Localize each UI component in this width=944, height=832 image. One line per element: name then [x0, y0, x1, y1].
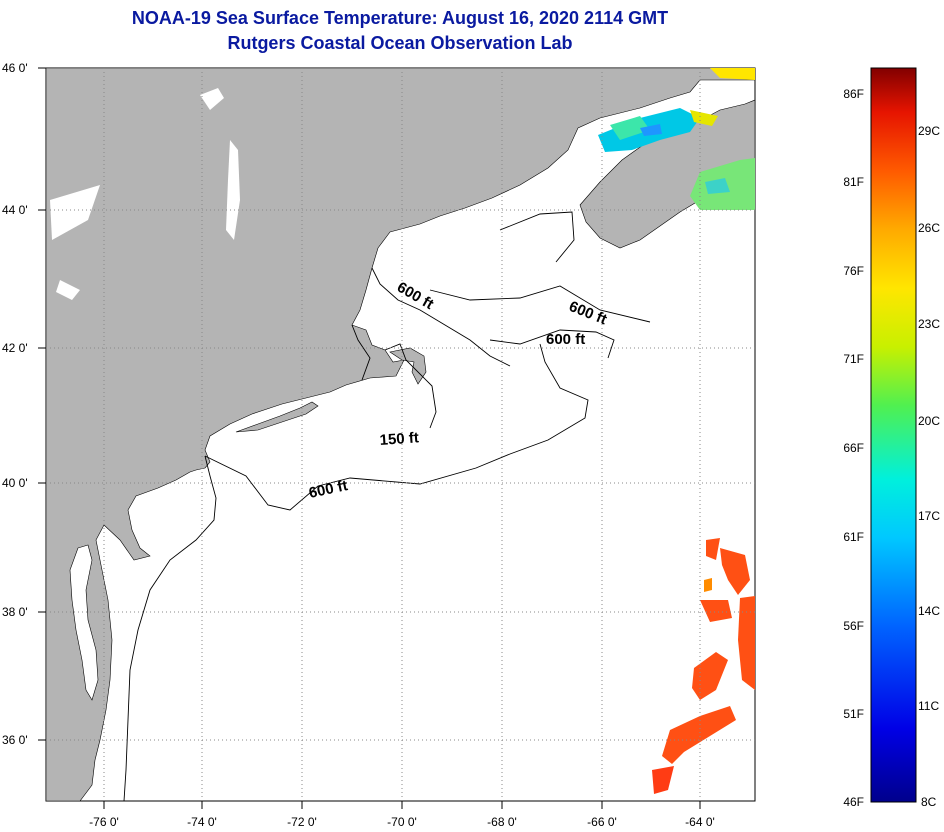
- lat-label: 42 0': [2, 341, 28, 355]
- colorbar-label-c: 17C: [918, 509, 940, 523]
- colorbar-label-c: 29C: [918, 124, 940, 138]
- colorbar-label-c: 26C: [918, 221, 940, 235]
- lon-label: -70 0': [387, 815, 417, 829]
- bathymetry-contours: [123, 211, 651, 801]
- colorbar-label-c: 14C: [918, 604, 940, 618]
- colorbar-label-f: 61F: [843, 530, 864, 544]
- sst-data-gulf-st-lawrence: [690, 68, 755, 210]
- sst-data-bay-of-fundy: [598, 108, 718, 152]
- colorbar-label-f: 81F: [843, 175, 864, 189]
- chesapeake-bay: [69, 544, 99, 701]
- map-ticks: [38, 67, 701, 809]
- lon-label: -76 0': [89, 815, 119, 829]
- inland-lake: [200, 88, 224, 110]
- inland-lake: [56, 280, 80, 300]
- colorbar-label-f: 71F: [843, 352, 864, 366]
- lat-label: 36 0': [2, 733, 28, 747]
- lat-label: 44 0': [2, 203, 28, 217]
- colorbar-label-f: 66F: [843, 441, 864, 455]
- inland-lake: [50, 185, 100, 240]
- lon-label: -64 0': [685, 815, 715, 829]
- lon-label: -66 0': [587, 815, 617, 829]
- sst-data-gulf-stream: [652, 538, 755, 794]
- colorbar-label-f: 56F: [843, 619, 864, 633]
- map-subtitle: Rutgers Coastal Ocean Observation Lab: [227, 33, 573, 53]
- long-island: [235, 401, 319, 433]
- colorbar-label-c: 20C: [918, 414, 940, 428]
- colorbar-label-f: 76F: [843, 264, 864, 278]
- contour-label: 150 ft: [379, 429, 419, 449]
- land-mainland: [46, 68, 755, 801]
- lon-label: -72 0': [287, 815, 317, 829]
- colorbar: [870, 67, 917, 803]
- cape-cod: [389, 347, 427, 385]
- colorbar-label-f: 51F: [843, 707, 864, 721]
- colorbar-label-c: 23C: [918, 317, 940, 331]
- colorbar-label-f: 46F: [843, 795, 864, 809]
- colorbar-label-f: 86F: [843, 87, 864, 101]
- lon-label: -68 0': [487, 815, 517, 829]
- lat-label: 46 0': [2, 61, 28, 75]
- map-title: NOAA-19 Sea Surface Temperature: August …: [131, 8, 669, 28]
- lat-label: 38 0': [2, 605, 28, 619]
- inland-lake: [226, 140, 240, 240]
- lon-label: -74 0': [187, 815, 217, 829]
- contour-label: 600 ft: [546, 331, 585, 348]
- colorbar-label-c: 11C: [918, 699, 939, 713]
- lat-label: 40 0': [2, 476, 28, 490]
- colorbar-label-c: 8C: [921, 795, 937, 809]
